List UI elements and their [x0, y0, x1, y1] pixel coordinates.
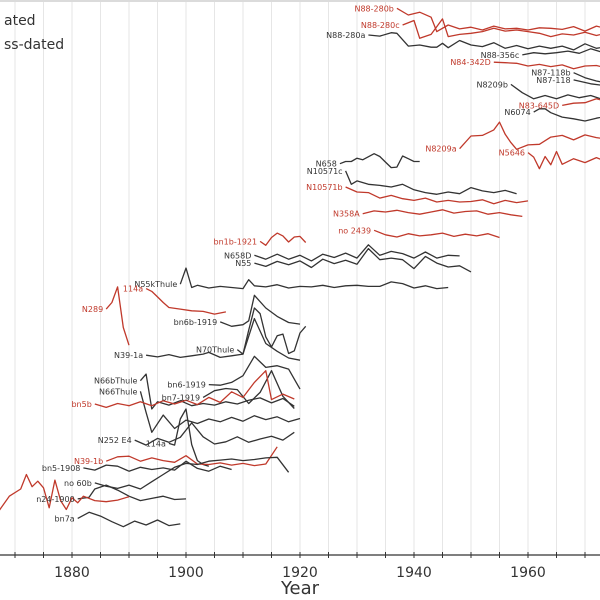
series-label: bn6b-1919 — [174, 318, 218, 327]
series-line-N88-280b — [396, 7, 600, 33]
series-line-bn6b-1919 — [219, 294, 301, 327]
series-line-bn1b-1921 — [259, 232, 307, 246]
series-line-N87-118 — [573, 79, 600, 86]
series-line-N6074 — [533, 108, 600, 122]
series-line-N55 — [254, 247, 472, 273]
series-line-N39-1a — [146, 317, 301, 361]
series-line-bn7a — [77, 511, 181, 528]
x-tick-label: 1900 — [168, 565, 204, 581]
series-label: N39-1b — [74, 457, 103, 466]
series-line-N83-645D — [562, 98, 600, 107]
series-label: N289 — [82, 305, 103, 314]
series-label: N8209a — [425, 145, 456, 154]
series-label: N6074 — [504, 108, 530, 117]
series-label: n24-1900 — [36, 495, 75, 504]
series-line-N84-342D — [493, 61, 600, 70]
series-label: N39-1a — [114, 351, 143, 360]
series-line-nn6 — [0, 473, 130, 511]
series-label: N55 — [235, 259, 251, 268]
series-label: N55kThule — [134, 280, 177, 289]
gridlines — [14, 2, 586, 555]
series-label: bn7a — [55, 514, 75, 523]
legend: ated ss-dated — [4, 13, 64, 53]
x-tick-label: 1960 — [510, 565, 546, 581]
series-label: N88-280c — [361, 21, 400, 30]
series-layer — [0, 7, 600, 528]
series-line-N87-118b — [573, 72, 600, 83]
series-line-N88-280a — [368, 32, 600, 51]
series-label: 114a — [146, 439, 166, 448]
series-label: bn5-1908 — [42, 464, 80, 473]
series-label: N87-118b — [531, 69, 570, 78]
series-label: bn1b-1921 — [214, 237, 258, 246]
series-label: bn5b — [71, 400, 91, 409]
series-label: N5646 — [499, 149, 525, 158]
series-line-no-2439 — [373, 229, 500, 239]
series-line-N658D — [254, 244, 460, 262]
series-line-N10571b — [345, 186, 529, 205]
series-line-N55kThule — [179, 267, 449, 290]
series-line-bn7-1919 — [202, 370, 295, 409]
series-label: no 60b — [64, 479, 92, 488]
series-label: no 2439 — [338, 226, 371, 235]
legend-entry-black: ated — [4, 13, 36, 29]
series-label: N87-118 — [536, 76, 570, 85]
series-line-N289 — [105, 286, 130, 346]
series-line-no-60b — [94, 456, 290, 490]
series-line-bn6-1919 — [208, 355, 301, 390]
series-line-N88-280c — [402, 18, 600, 39]
series-label: N83-645D — [519, 101, 559, 110]
series-line-N39-1b — [105, 446, 278, 467]
series-line-N8209b — [510, 83, 600, 100]
series-label: N66Thule — [99, 387, 137, 396]
series-label: bn7-1919 — [162, 393, 200, 402]
series-line-bn5-1908 — [83, 460, 232, 472]
series-line-N5646 — [527, 150, 600, 170]
x-axis-label: Year — [280, 578, 320, 599]
series-label: 114a — [123, 285, 143, 294]
series-line-N66bThule — [139, 373, 295, 410]
series-label: N10571b — [306, 183, 343, 192]
series-label: bn6-1919 — [167, 381, 205, 390]
series-label: N66bThule — [94, 377, 137, 386]
series-label: N70Thule — [196, 346, 234, 355]
x-tick-label: 1880 — [54, 565, 90, 581]
x-tick-label: 1920 — [282, 565, 318, 581]
series-label: N358A — [333, 210, 360, 219]
series-label: N10571c — [307, 167, 343, 176]
series-line-bn5b — [94, 370, 295, 409]
x-axis-tick-labels: 1880 1900 1920 1940 1960 — [54, 565, 546, 581]
series-line-N88-356c — [522, 48, 600, 56]
series-label: N88-280b — [354, 4, 393, 13]
legend-entry-red: ss-dated — [4, 37, 64, 53]
series-line-n24-1900 — [77, 484, 187, 502]
series-line-N10571c — [345, 170, 517, 195]
x-tick-label: 1940 — [396, 565, 432, 581]
series-label: N658 — [316, 160, 337, 169]
series-line-114a — [145, 288, 227, 315]
x-axis-ticks — [14, 552, 586, 558]
series-label: N8209b — [476, 80, 507, 89]
series-line-N358A — [362, 209, 523, 218]
series-line-N658 — [339, 153, 420, 169]
series-label: N88-280a — [326, 31, 365, 40]
series-label: N88-356c — [481, 51, 520, 60]
series-label: N252 E4 — [98, 436, 132, 445]
series-line-N8209a — [459, 121, 600, 150]
series-line-N252-E4 — [134, 422, 295, 446]
series-label: N658D — [224, 251, 251, 260]
series-line-N66Thule — [139, 391, 301, 433]
series-label: N84-342D — [450, 58, 490, 67]
